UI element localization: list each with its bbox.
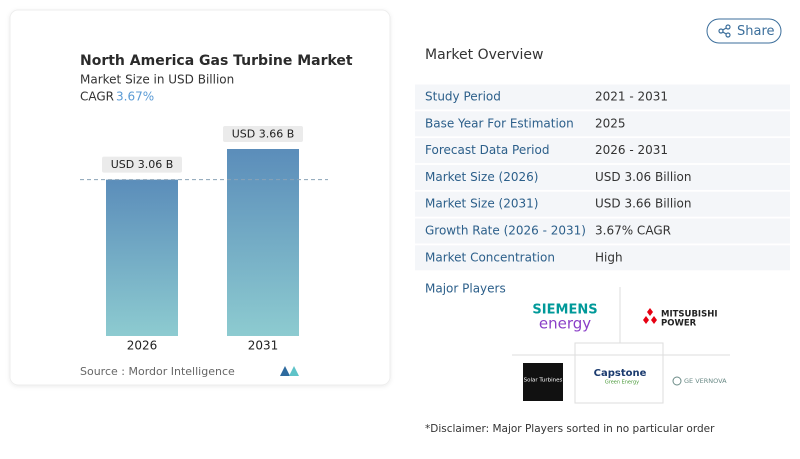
overview-value: 2025 <box>595 116 626 130</box>
overview-value: 2021 - 2031 <box>595 90 668 104</box>
x-tick-label: 2031 <box>248 339 279 353</box>
logo-solar: Solar Turbines <box>524 378 563 384</box>
logo-siemens-sub: energy <box>539 315 591 333</box>
chart-title: North America Gas Turbine Market <box>80 53 353 69</box>
overview-value: 2026 - 2031 <box>595 143 668 157</box>
x-tick-label: 2026 <box>127 339 158 353</box>
overview-row <box>415 111 790 137</box>
value-label-box <box>102 156 182 173</box>
logo-capstone: Capstone <box>594 368 647 379</box>
overview-label: Study Period <box>425 90 501 104</box>
mitsubishi-mark <box>643 308 657 324</box>
share-label[interactable]: Share <box>737 24 775 39</box>
player-grid <box>512 287 730 404</box>
value-label: USD 3.06 B <box>111 158 174 171</box>
players-title: Major Players <box>425 282 506 296</box>
overview-value: High <box>595 250 623 264</box>
overview-title: Market Overview <box>425 47 544 63</box>
chart-source: Source : Mordor Intelligence <box>80 365 235 378</box>
logo-mitsubishi: MITSUBISHI <box>661 310 717 320</box>
ge-mark <box>672 376 682 386</box>
overview-row <box>415 245 790 271</box>
overview-value: USD 3.06 Billion <box>595 170 692 184</box>
overview-label: Growth Rate (2026 - 2031) <box>425 224 586 238</box>
mitsubishi-diamond <box>651 316 657 324</box>
logo-ge: GE VERNOVA <box>684 377 727 385</box>
mitsubishi-diamond <box>647 308 653 316</box>
value-label: USD 3.66 B <box>232 128 295 141</box>
bar <box>227 149 299 336</box>
cagr-label: CAGR <box>80 90 114 104</box>
overview-label: Forecast Data Period <box>425 143 549 157</box>
overview-label: Base Year For Estimation <box>425 116 574 130</box>
overview-value: USD 3.66 Billion <box>595 197 692 211</box>
cagr-value: 3.67% <box>116 90 154 104</box>
overview-row <box>415 191 790 217</box>
value-label-box <box>223 126 303 142</box>
share-button-frame[interactable] <box>706 18 782 44</box>
overview-value: 3.67% CAGR <box>595 224 671 238</box>
overview-label: Market Size (2031) <box>425 197 538 211</box>
logo-solar-box <box>523 363 563 401</box>
overview-row <box>415 218 790 244</box>
disclaimer: *Disclaimer: Major Players sorted in no … <box>425 423 715 435</box>
overview-row <box>415 84 790 110</box>
overview-label: Market Size (2026) <box>425 170 538 184</box>
logo-capstone-sub: Green Energy <box>605 380 639 386</box>
overview-row <box>415 138 790 164</box>
mitsubishi-diamond <box>643 316 649 324</box>
bar <box>106 179 178 336</box>
chart-subtitle: Market Size in USD Billion <box>80 73 234 87</box>
logo-siemens: SIEMENS <box>532 303 597 318</box>
overview-label: Market Concentration <box>425 250 555 264</box>
share-button[interactable]: Share <box>706 18 782 44</box>
logo-mitsubishi-sub: POWER <box>661 319 697 329</box>
overview-row <box>415 164 790 190</box>
share-icon <box>718 24 731 38</box>
source-logo <box>280 366 299 376</box>
